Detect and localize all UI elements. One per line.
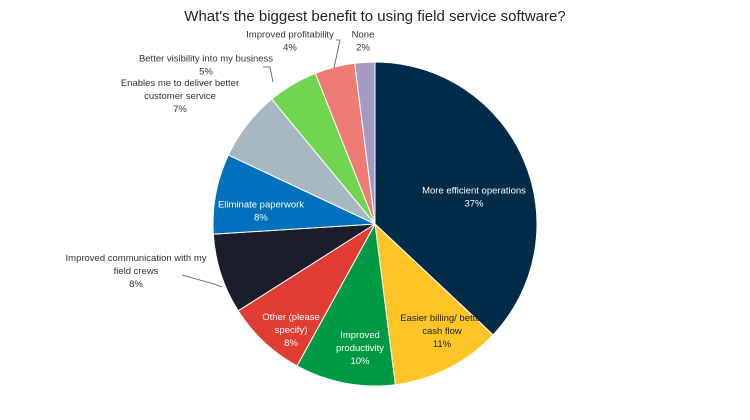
slice-category-label: customer service	[144, 91, 216, 102]
pie-slice-2	[374, 222, 494, 386]
slice-category-label: field crews	[114, 266, 159, 277]
slice-label-6: Eliminate paperwork 8%	[218, 200, 304, 224]
slice-category-label: Eliminate paperwork	[218, 200, 304, 211]
slice-value-label: 8%	[284, 338, 298, 349]
slice-label-8: Better visibility into my business 5%	[139, 54, 273, 78]
slice-label-10: None 2%	[352, 30, 375, 54]
slice-category-label: specify)	[275, 325, 308, 336]
slice-value-label: 7%	[173, 104, 187, 115]
slice-label-9: Improved profitability 4%	[246, 30, 334, 54]
slice-category-label: Better visibility into my business	[139, 54, 273, 65]
slice-label-1: More efficient operations 37%	[422, 186, 526, 210]
pie-slice-3	[296, 222, 396, 387]
slice-category-label: cash flow	[422, 326, 462, 337]
slice-value-label: 5%	[199, 67, 213, 78]
slice-category-label: Enables me to deliver better	[121, 78, 239, 89]
pie-slice-1	[374, 61, 538, 336]
slice-value-label: 8%	[129, 279, 143, 290]
slice-label-3: Improved productivity 10%	[336, 330, 384, 367]
slice-label-5: Improved communication with my field crew…	[66, 253, 207, 290]
pie-slice-10	[354, 61, 376, 225]
slice-value-label: 4%	[283, 43, 297, 54]
slice-category-label: Easier billing/ better	[400, 313, 483, 324]
slice-value-label: 8%	[254, 213, 268, 224]
slice-category-label: Improved communication with my	[66, 253, 207, 264]
leader-line-8	[263, 66, 274, 83]
slice-category-label: Other (please	[262, 312, 320, 323]
slice-label-4: Other (please specify) 8%	[262, 312, 320, 349]
leader-line-5	[181, 274, 223, 288]
slice-category-label: Improved	[340, 330, 380, 341]
slice-value-label: 11%	[433, 339, 452, 350]
slice-category-label: None	[352, 30, 375, 41]
leader-line-9	[333, 39, 341, 69]
chart-title: What's the biggest benefit to using fiel…	[184, 8, 566, 25]
slice-category-label: Improved profitability	[246, 30, 334, 41]
slice-value-label: 10%	[350, 356, 370, 367]
slice-category-label: More efficient operations	[422, 186, 526, 197]
slice-value-label: 37%	[464, 199, 484, 210]
slice-category-label: productivity	[336, 343, 384, 354]
slice-value-label: 2%	[356, 43, 370, 54]
slice-label-7: Enables me to deliver better customer ser…	[121, 78, 239, 115]
slice-label-2: Easier billing/ better cash flow 11%	[400, 313, 483, 350]
